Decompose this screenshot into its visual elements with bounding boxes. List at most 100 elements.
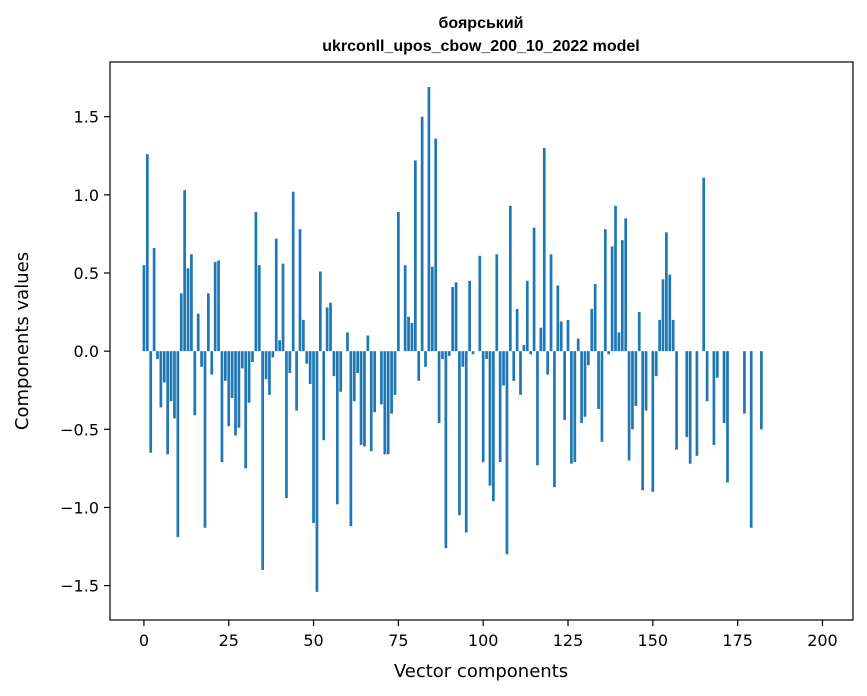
bar-2 <box>149 351 153 453</box>
bar-101 <box>485 351 488 359</box>
bar-165 <box>702 177 706 352</box>
x-tick-label-0: 0 <box>139 631 149 650</box>
bar-53 <box>322 351 326 441</box>
bar-147 <box>641 351 645 491</box>
bar-139 <box>614 205 617 352</box>
bar-58 <box>339 351 343 392</box>
bar-33 <box>254 212 258 352</box>
bar-110 <box>515 308 519 352</box>
bar-118 <box>542 147 546 352</box>
bar-114 <box>529 351 533 355</box>
bar-55 <box>329 302 332 352</box>
x-tick-label-150: 150 <box>638 631 669 650</box>
bar-144 <box>631 351 634 430</box>
x-tick-label-25: 25 <box>219 631 239 650</box>
x-tick-label-50: 50 <box>303 631 323 650</box>
bar-66 <box>366 335 370 352</box>
bar-97 <box>471 351 475 355</box>
bar-131 <box>587 351 590 366</box>
bar-152 <box>658 319 661 352</box>
bar-12 <box>183 190 186 352</box>
y-tick-label-4: 0.5 <box>74 264 99 283</box>
bar-52 <box>318 271 322 352</box>
bar-177 <box>743 351 746 414</box>
bar-73 <box>390 351 393 414</box>
y-tick-label-6: 1.5 <box>74 108 99 127</box>
bar-85 <box>430 266 434 352</box>
bar-10 <box>176 351 180 538</box>
bar-14 <box>190 254 193 352</box>
bar-46 <box>298 229 302 352</box>
bar-6 <box>162 351 166 383</box>
bar-135 <box>600 351 604 442</box>
bar-82 <box>420 116 424 352</box>
x-tick-label-100: 100 <box>468 631 499 650</box>
bar-92 <box>454 282 458 352</box>
bar-156 <box>671 319 675 352</box>
bar-84 <box>427 87 431 352</box>
bar-150 <box>651 351 655 492</box>
bar-18 <box>203 351 207 528</box>
bar-1 <box>145 154 149 352</box>
bar-28 <box>237 351 241 428</box>
bar-105 <box>498 351 502 463</box>
bar-65 <box>363 351 366 447</box>
bar-45 <box>295 351 298 411</box>
y-axis-label: Components values <box>12 252 33 430</box>
bar-138 <box>610 246 614 352</box>
bar-5 <box>159 351 163 408</box>
bar-148 <box>644 351 648 411</box>
bar-62 <box>352 351 356 402</box>
bar-8 <box>169 351 173 402</box>
bar-86 <box>434 138 438 352</box>
bar-35 <box>261 351 265 570</box>
bar-163 <box>695 351 699 456</box>
chart-title-line2: ukrconll_upos_cbow_200_10_2022 model <box>322 38 639 55</box>
bar-168 <box>712 351 716 445</box>
bar-108 <box>508 205 512 352</box>
bar-143 <box>627 351 631 461</box>
bar-50 <box>312 351 315 524</box>
bar-117 <box>539 327 543 352</box>
bar-75 <box>397 212 400 352</box>
plot-frame <box>109 61 854 621</box>
bar-32 <box>251 351 254 363</box>
bar-179 <box>749 351 753 528</box>
bar-95 <box>464 351 468 533</box>
bar-24 <box>223 351 227 381</box>
bar-121 <box>553 351 556 488</box>
bar-54 <box>325 307 329 352</box>
bar-126 <box>570 351 573 464</box>
x-tick-label-125: 125 <box>553 631 584 650</box>
bar-43 <box>288 351 292 374</box>
bar-104 <box>495 254 499 352</box>
x-axis: 0 25 50 75 100 125 150 175 200 <box>139 620 838 650</box>
bar-61 <box>349 351 353 527</box>
bar-0 <box>142 265 146 352</box>
bar-106 <box>502 351 505 386</box>
bar-141 <box>620 240 624 352</box>
bar-71 <box>383 351 387 455</box>
bar-16 <box>196 313 200 352</box>
bar-151 <box>654 351 658 377</box>
bar-74 <box>393 351 397 395</box>
bar-119 <box>546 351 550 375</box>
bar-100 <box>481 351 485 463</box>
bar-41 <box>281 263 285 352</box>
bar-129 <box>580 351 583 424</box>
bar-4 <box>156 351 159 359</box>
bar-15 <box>193 351 197 416</box>
bar-67 <box>369 351 373 452</box>
y-tick-label-0: −1.5 <box>60 577 99 596</box>
bar-48 <box>305 351 309 364</box>
bar-127 <box>573 351 577 463</box>
bar-56 <box>332 351 336 377</box>
bar-3 <box>152 248 156 352</box>
bar-171 <box>722 351 726 424</box>
bar-133 <box>593 283 597 352</box>
bar-44 <box>291 191 295 352</box>
bar-93 <box>458 351 461 516</box>
y-tick-label-5: 1.0 <box>74 186 99 205</box>
bar-29 <box>240 351 244 369</box>
